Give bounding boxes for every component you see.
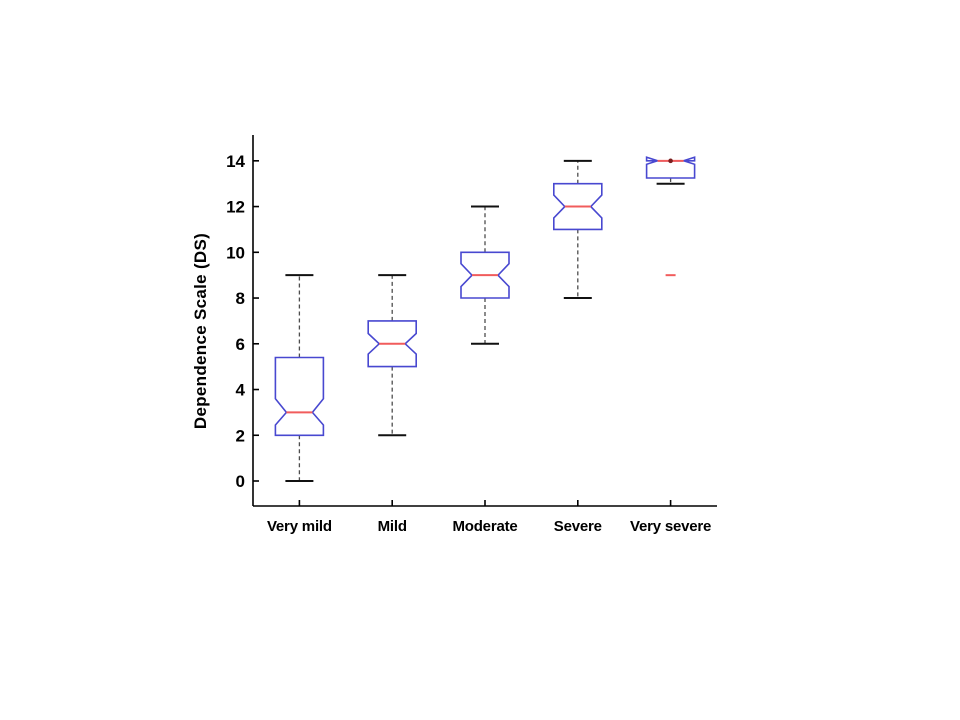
- y-tick-label: 10: [226, 243, 245, 262]
- y-axis-label: Dependence Scale (DS): [191, 233, 210, 429]
- box-very-severe: [645, 156, 696, 179]
- y-tick-label: 4: [236, 381, 246, 400]
- y-tick-label: 6: [236, 335, 245, 354]
- x-category-label-severe: Severe: [554, 518, 602, 535]
- box-very-mild: [274, 356, 325, 437]
- x-category-label-mild: Mild: [378, 518, 407, 535]
- x-category-label-moderate: Moderate: [452, 518, 517, 535]
- box-mild: [367, 320, 418, 368]
- x-category-label-very-mild: Very mild: [267, 518, 332, 535]
- x-category-label-very-severe: Very severe: [630, 518, 711, 535]
- y-tick-label: 0: [236, 472, 245, 491]
- median-marker-very-severe: [668, 158, 673, 164]
- y-tick-label: 2: [236, 426, 245, 445]
- y-tick-label: 12: [226, 198, 245, 217]
- y-tick-label: 14: [226, 152, 245, 171]
- y-tick-label: 8: [236, 289, 245, 308]
- box-moderate: [460, 251, 510, 299]
- box-severe: [552, 182, 603, 231]
